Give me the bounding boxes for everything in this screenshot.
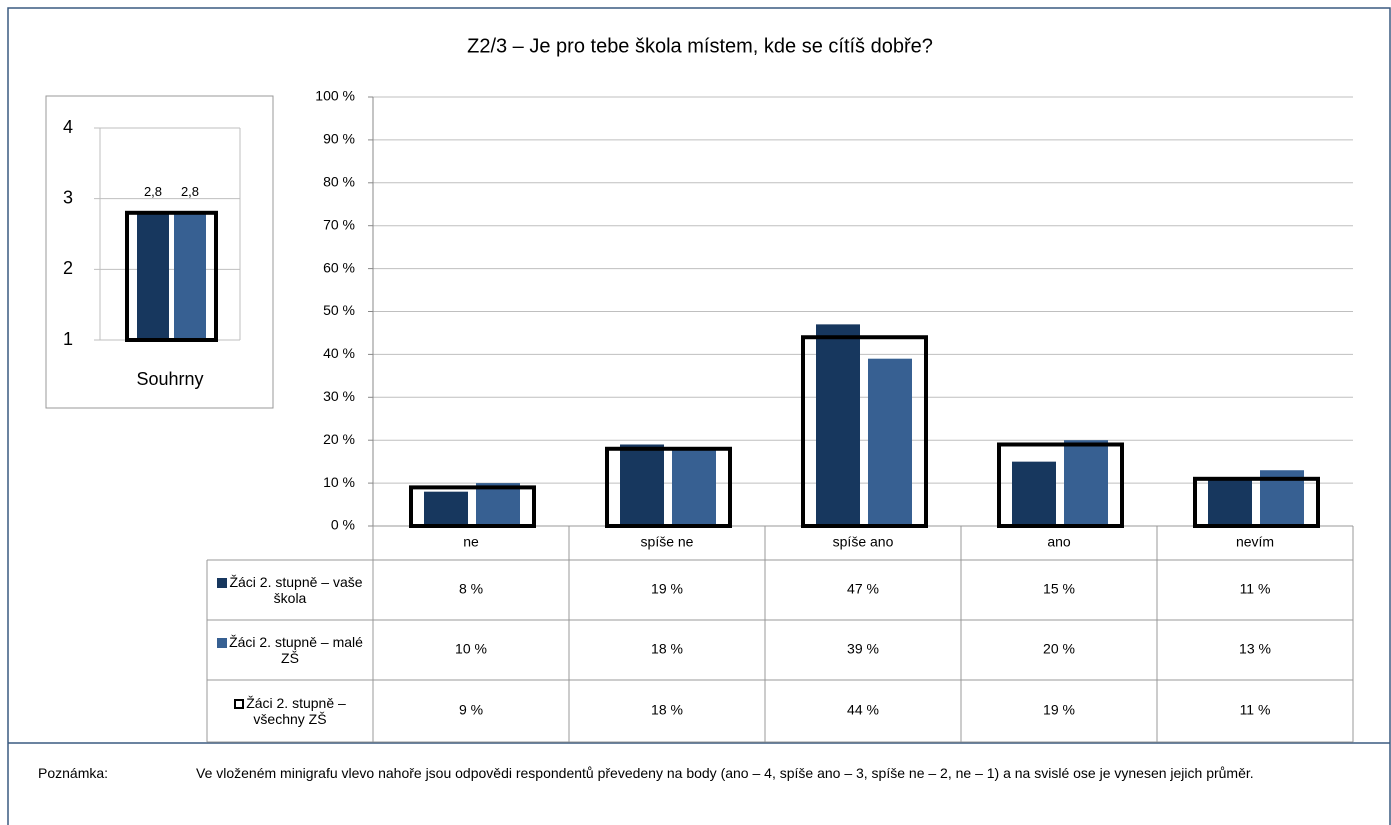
bar <box>868 358 912 526</box>
mini-frame <box>45 95 274 409</box>
bar-outline <box>409 485 536 529</box>
table-value: 11 % <box>1240 581 1271 597</box>
legend-swatch <box>234 699 245 709</box>
bar <box>476 483 520 526</box>
legend-entry: Žáci 2. stupně – všechny ZŠ <box>207 680 373 742</box>
legend-swatch <box>217 638 228 648</box>
legend-label: Žáci 2. stupně – všechny ZŠ <box>246 695 346 727</box>
table-value: 47 % <box>847 581 879 597</box>
table-value: 18 % <box>651 641 683 657</box>
table-value: 20 % <box>1043 641 1075 657</box>
note-text: Ve vloženém minigrafu vlevo nahoře jsou … <box>196 765 1254 781</box>
legend-entry: Žáci 2. stupně – vaše škola <box>207 560 373 620</box>
table-value: 11 % <box>1240 702 1271 718</box>
bar <box>672 448 716 526</box>
bar <box>137 212 169 340</box>
y-tick-label: 1 <box>63 329 73 349</box>
legend-entry: Žáci 2. stupně – malé ZŠ <box>207 620 373 680</box>
x-tick-label: Souhrny <box>136 369 203 389</box>
legend-text-wrap: Žáci 2. stupně – všechny ZŠ <box>215 695 365 727</box>
bar <box>620 444 664 526</box>
bar <box>1012 461 1056 526</box>
y-tick-label: 0 % <box>331 517 355 533</box>
table-value: 13 % <box>1239 641 1271 657</box>
y-tick-label: 60 % <box>323 259 355 275</box>
frame <box>7 7 1391 825</box>
y-tick-label: 40 % <box>323 345 355 361</box>
bar-outline <box>605 446 732 528</box>
y-tick-label: 10 % <box>323 474 355 490</box>
y-tick-label: 3 <box>63 187 73 207</box>
y-tick-label: 30 % <box>323 388 355 404</box>
x-tick-label: spíše ne <box>641 534 694 550</box>
bar <box>174 212 206 340</box>
value-label: 2,8 <box>181 184 199 199</box>
table-value: 19 % <box>1043 702 1075 718</box>
legend-text-wrap: Žáci 2. stupně – vaše škola <box>215 574 365 606</box>
note-label: Poznámka: <box>38 765 109 781</box>
x-tick-label: ano <box>1047 534 1071 550</box>
bar <box>424 491 468 526</box>
legend-swatch <box>217 578 228 588</box>
bar <box>816 324 860 526</box>
bar-outline <box>801 335 928 528</box>
table-value: 19 % <box>651 581 683 597</box>
legend-label: Žáci 2. stupně – vaše škola <box>229 574 363 606</box>
bar-outline <box>125 210 218 342</box>
x-tick-label: nevím <box>1236 534 1274 550</box>
legend-label: Žáci 2. stupně – malé ZŠ <box>229 634 363 666</box>
table-value: 9 % <box>459 702 483 718</box>
bar-outline <box>1193 476 1320 528</box>
y-tick-label: 90 % <box>323 131 355 147</box>
x-tick-label: spíše ano <box>833 534 894 550</box>
bar <box>1064 440 1108 526</box>
legend-text-wrap: Žáci 2. stupně – malé ZŠ <box>215 634 365 666</box>
y-tick-label: 4 <box>63 117 73 137</box>
table-value: 15 % <box>1043 581 1075 597</box>
table-value: 10 % <box>455 641 487 657</box>
bar <box>1208 478 1252 526</box>
value-label: 2,8 <box>144 184 162 199</box>
table-value: 8 % <box>459 581 483 597</box>
table-value: 18 % <box>651 702 683 718</box>
y-tick-label: 2 <box>63 258 73 278</box>
y-tick-label: 70 % <box>323 216 355 232</box>
y-tick-label: 100 % <box>315 88 355 104</box>
bar-outline <box>997 442 1124 528</box>
chart-title: Z2/3 – Je pro tebe škola místem, kde se … <box>467 35 933 57</box>
table-value: 44 % <box>847 702 879 718</box>
y-tick-label: 20 % <box>323 431 355 447</box>
y-tick-label: 80 % <box>323 174 355 190</box>
table-value: 39 % <box>847 641 879 657</box>
y-tick-label: 50 % <box>323 302 355 318</box>
x-tick-label: ne <box>463 534 479 550</box>
